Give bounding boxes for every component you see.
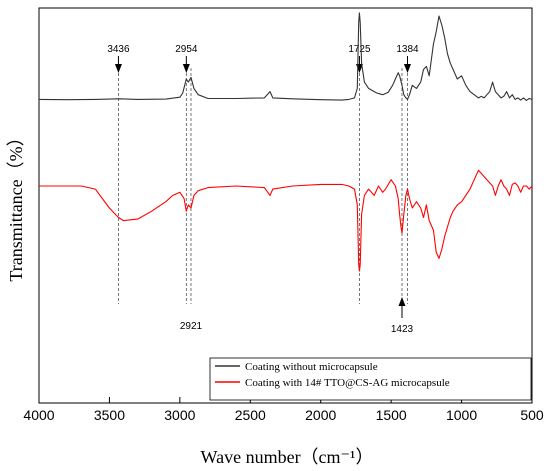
peak-arrow-head: [403, 64, 411, 73]
spectra-series: [38, 12, 533, 272]
peak-arrow-head: [182, 64, 190, 73]
peak-label: 1725: [348, 44, 371, 55]
plot-frame: [38, 7, 533, 404]
x-tick-label: 500: [520, 407, 544, 423]
legend-label: Coating without microcapsule: [245, 361, 378, 373]
peak-label: 1384: [396, 44, 419, 55]
x-tick-label: 4000: [23, 407, 54, 423]
x-tick-label: 3500: [94, 407, 125, 423]
peak-arrow-head: [114, 64, 122, 73]
y-axis-title: Transmittance（%）: [6, 128, 26, 281]
x-tick-label: 2500: [235, 407, 266, 423]
x-tick-label: 3000: [164, 407, 195, 423]
x-tick-label: 1500: [376, 407, 407, 423]
peak-annotations: 3436 2954 1725 1384 2921 1423: [107, 44, 419, 335]
x-axis: 4000 3500 3000 2500 2000 1500 1000 500: [23, 397, 544, 423]
legend-label: Coating with 14# TTO@CS-AG microcapsule: [245, 377, 450, 389]
x-axis-title: Wave number（cm⁻¹）: [201, 447, 374, 467]
series-line: [39, 169, 533, 272]
peak-label: 2921: [180, 321, 203, 332]
peak-label: 2954: [175, 44, 198, 55]
x-tick-label: 2000: [305, 407, 336, 423]
peak-label: 3436: [107, 44, 130, 55]
series-line: [38, 12, 533, 101]
peak-label: 1423: [391, 324, 414, 335]
x-tick-label: 1000: [446, 407, 477, 423]
legend-box: [209, 357, 532, 401]
legend: Coating without microcapsule Coating with…: [209, 357, 532, 401]
peak-arrow-head: [398, 297, 406, 306]
